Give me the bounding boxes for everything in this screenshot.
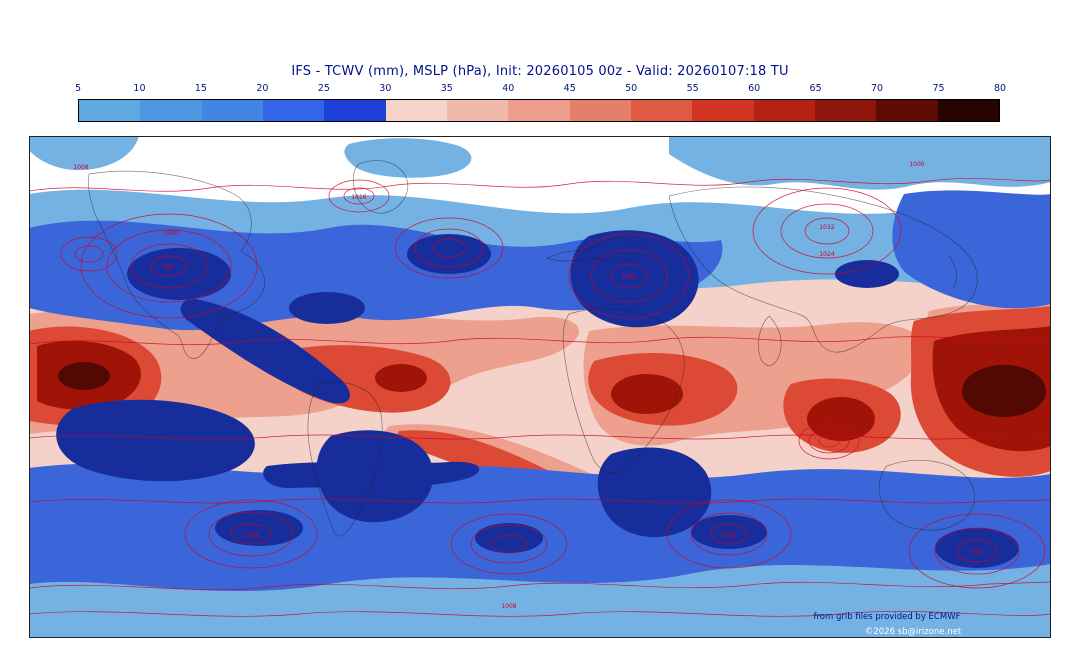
- low-pressure-center: [450, 513, 568, 575]
- colorbar-segment: [446, 100, 509, 121]
- low-pressure-center: [328, 179, 390, 213]
- high-pressure-center: [752, 187, 902, 275]
- colorbar-segment: [876, 100, 938, 121]
- colorbar-segment: [937, 100, 999, 121]
- colorbar-segment: [140, 100, 202, 121]
- colorbar-segment: [814, 100, 877, 121]
- credit-line-1: from grib files provided by ECMWF: [814, 612, 961, 622]
- isobar-label: 1000: [721, 532, 736, 539]
- colorbar-tick-label: 75: [932, 83, 945, 94]
- low-pressure-center: [908, 513, 1046, 589]
- isobar-label: 1008: [243, 532, 258, 539]
- colorbar-tick-label: 25: [317, 83, 330, 94]
- isobar-label: 1032: [819, 224, 834, 231]
- coastlines: [88, 160, 978, 537]
- isobar-label: 1000: [621, 274, 636, 281]
- colorbar-segment: [508, 100, 570, 121]
- colorbar-segment: [201, 100, 263, 121]
- low-pressure-center: [394, 217, 504, 279]
- tropical-cyclone-center: [798, 422, 860, 460]
- colorbar-tick-label: 40: [502, 83, 515, 94]
- isobar-label: 1024: [819, 251, 834, 258]
- credit-line-2: ©2026 sb@irizone.net: [865, 627, 962, 637]
- isobar-label: 1008: [73, 164, 88, 171]
- low-pressure-center: [80, 213, 258, 319]
- colorbar-segment: [262, 100, 325, 121]
- low-pressure-center: [568, 233, 690, 319]
- isobar-label: 1008: [501, 603, 516, 610]
- isobar-label: 992: [971, 549, 983, 556]
- low-pressure-center: [184, 499, 318, 569]
- isobar-labels: 992 1000 1008 1016 1032 1024 1000 1008 9…: [73, 161, 983, 610]
- colorbar: [78, 99, 1000, 122]
- colorbar-tick-label: 30: [379, 83, 392, 94]
- colorbar-tick-label: 70: [871, 83, 884, 94]
- colorbar-tick-label: 35: [440, 83, 453, 94]
- colorbar-tick-label: 50: [625, 83, 638, 94]
- colorbar-tick-label: 20: [256, 83, 269, 94]
- colorbar-tick-label: 55: [686, 83, 699, 94]
- low-pressure-center: [60, 236, 118, 272]
- colorbar-ticks: 5 10 15 20 25 30 35 40 45 50 55 60 65 70 75 80: [74, 83, 1006, 96]
- mslp-contours: [28, 178, 1052, 617]
- low-pressure-center: [666, 499, 792, 569]
- colorbar-tick-label: 10: [133, 83, 146, 94]
- colorbar-tick-label: 45: [563, 83, 576, 94]
- isobar-label: 1016: [351, 194, 366, 201]
- colorbar-tick-label: 80: [993, 83, 1007, 94]
- colorbar-segment: [753, 100, 815, 121]
- colorbar-tick-label: 5: [74, 83, 82, 94]
- colorbar-segment: [569, 100, 631, 121]
- colorbar-tick-label: 65: [809, 83, 822, 94]
- colorbar-segment: [385, 100, 447, 121]
- map-frame: 992 1000 1008 1016 1032 1024 1000 1008 9…: [28, 136, 1052, 638]
- colorbar-segment: [79, 100, 141, 121]
- tcwv-field: [29, 136, 1051, 638]
- world-map: 992 1000 1008 1016 1032 1024 1000 1008 9…: [28, 136, 1052, 638]
- isobar-label: 1000: [163, 230, 178, 237]
- colorbar-segment: [630, 100, 693, 121]
- isobar-label: 992: [163, 264, 175, 271]
- isobar-label: 1000: [909, 161, 924, 168]
- colorbar-tick-label: 60: [748, 83, 761, 94]
- map-border: [29, 136, 1051, 638]
- colorbar-tick-label: 15: [194, 83, 207, 94]
- chart-title: IFS - TCWV (mm), MSLP (hPa), Init: 20260…: [291, 64, 789, 79]
- colorbar-segment: [324, 100, 386, 121]
- colorbar-segment: [692, 100, 754, 121]
